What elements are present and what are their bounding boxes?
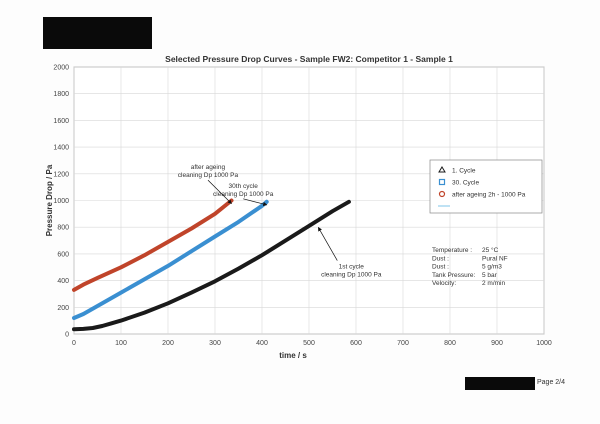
y-tick-label: 2000 [53, 65, 69, 72]
x-tick-label: 500 [303, 340, 315, 347]
data-point [347, 200, 351, 204]
data-point [260, 204, 264, 208]
y-tick-label: 200 [57, 305, 69, 312]
data-point [119, 319, 123, 323]
data-point [213, 279, 217, 283]
page-number: Page 2/4 [537, 379, 566, 386]
data-point [95, 276, 100, 280]
redacted-header-block [43, 17, 152, 49]
x-tick-label: 0 [72, 340, 76, 347]
condition-value: Pural NF [482, 255, 508, 262]
x-tick-label: 1000 [536, 340, 552, 347]
data-point [110, 321, 114, 325]
condition-label: Dust : [432, 264, 449, 271]
data-point [166, 240, 170, 244]
legend-box [429, 159, 543, 214]
x-tick-label: 700 [397, 340, 409, 347]
data-point [81, 327, 85, 331]
data-point [307, 224, 311, 228]
x-tick-label: 200 [162, 340, 174, 347]
condition-label: Tank Pressure: [432, 272, 476, 279]
data-point [260, 253, 264, 257]
x-tick-label: 800 [444, 340, 456, 347]
annotation-arrow [243, 198, 268, 207]
annotation-text-2: cleaning Dp 1000 Pa [213, 191, 274, 198]
data-point [119, 265, 123, 269]
data-point [95, 304, 100, 308]
legend-marker-circle [438, 190, 446, 198]
y-tick-label: 1600 [53, 118, 69, 125]
data-point [72, 288, 76, 292]
y-tick-label: 1000 [53, 198, 69, 205]
y-tick-label: 400 [57, 278, 69, 285]
x-axis-label: time / s [279, 351, 307, 360]
condition-value: 5 g/m3 [482, 264, 502, 271]
annotation-text-2: 30th cycle [229, 183, 259, 190]
data-point [166, 264, 170, 268]
data-point [142, 311, 147, 315]
data-point [229, 198, 234, 203]
condition-value: 2 m/min [482, 280, 506, 287]
annotation-arrow [318, 226, 338, 261]
legend-label: 1. Cycle [452, 168, 476, 175]
annotation-text-3: cleaning Dp 1000 Pa [321, 272, 382, 279]
data-point [81, 283, 85, 287]
condition-label: Dust : [432, 255, 449, 262]
data-point [142, 277, 147, 281]
legend-marker-triangle [438, 166, 446, 173]
x-tick-label: 300 [209, 340, 221, 347]
series-line-1 [72, 199, 351, 332]
data-point [213, 234, 217, 239]
y-tick-label: 600 [57, 251, 69, 258]
x-tick-label: 400 [256, 340, 268, 347]
redacted-footer-block [465, 377, 535, 390]
condition-value: 5 bar [482, 272, 498, 279]
data-point [283, 238, 288, 243]
data-point [81, 312, 85, 316]
x-tick-label: 600 [350, 340, 362, 347]
condition-label: Temperature : [432, 247, 472, 254]
annotation-text-3: 1st cycle [339, 264, 365, 271]
y-axis-label: Pressure Drop / Pa [45, 164, 54, 236]
data-point [119, 291, 123, 295]
y-tick-label: 1400 [53, 145, 69, 152]
legend-marker-square [438, 178, 446, 186]
annotation-text-1: after ageing [191, 164, 226, 171]
data-point [265, 200, 269, 204]
chart-title: Selected Pressure Drop Curves - Sample F… [165, 54, 453, 64]
data-point [189, 249, 194, 253]
data-point [236, 220, 241, 224]
y-tick-label: 800 [57, 225, 69, 232]
data-point [91, 326, 95, 330]
data-point [72, 316, 76, 320]
data-point [142, 253, 147, 257]
data-point [189, 226, 194, 231]
x-tick-label: 100 [115, 340, 127, 347]
legend-label: 30. Cycle [452, 180, 479, 187]
x-tick-label: 900 [491, 340, 503, 347]
condition-value: 25 °C [482, 246, 499, 254]
data-point [189, 291, 194, 295]
condition-label: Velocity: [432, 280, 456, 287]
y-tick-label: 1200 [53, 171, 69, 178]
annotation-arrow [207, 179, 232, 204]
data-point [213, 212, 217, 216]
data-point [72, 327, 76, 331]
data-point [100, 324, 104, 328]
data-point [330, 209, 335, 213]
legend-label: after ageing 2h - 1000 Pa [452, 192, 526, 199]
y-tick-label: 0 [65, 332, 69, 339]
annotation-text-1: cleaning Dp 1000 Pa [178, 172, 239, 179]
y-tick-label: 1800 [53, 91, 69, 98]
data-point [236, 266, 241, 271]
data-point [166, 301, 170, 305]
